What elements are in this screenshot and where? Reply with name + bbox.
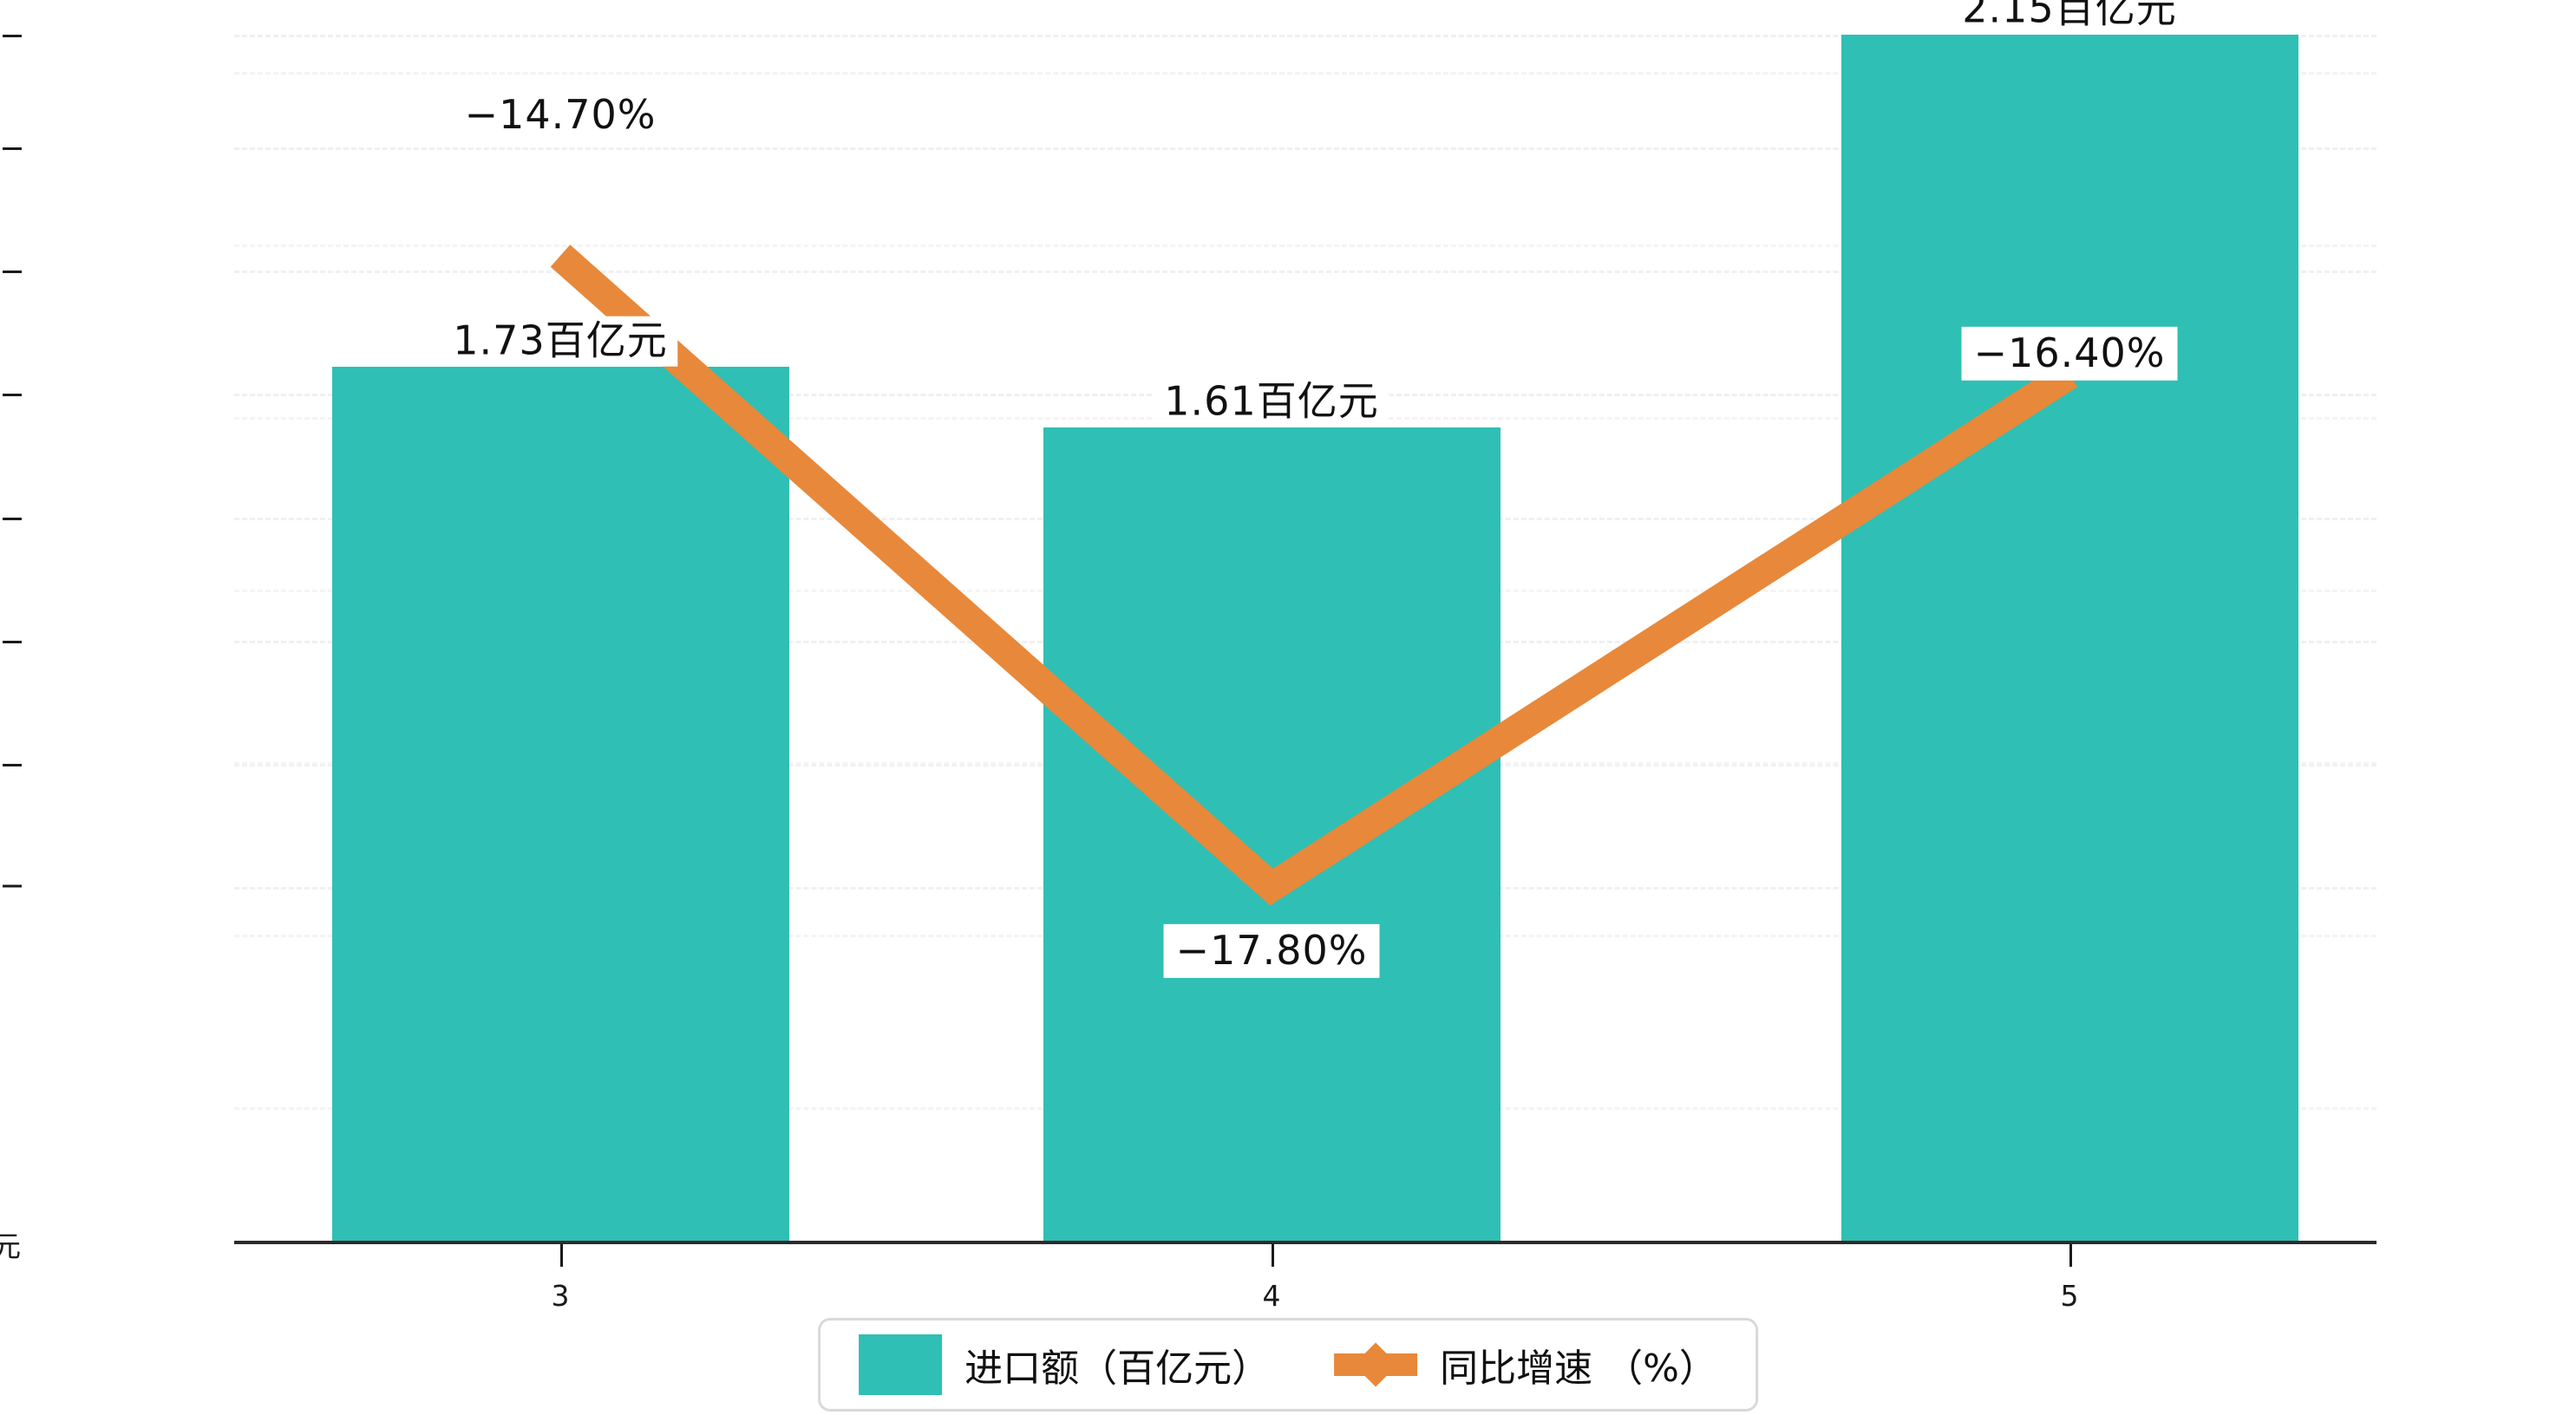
legend-bar-swatch-icon bbox=[859, 1334, 943, 1395]
growth-rate-polyline bbox=[550, 245, 2078, 906]
x-axis-tick-mark-5 bbox=[2069, 1244, 2072, 1267]
bar-value-label-3: 1.73百亿元 bbox=[442, 316, 678, 367]
y-axis-left-tick-1: 2.05百亿元 bbox=[0, 127, 22, 168]
y-axis-left-tick-3: 1.83百亿元 bbox=[0, 373, 22, 414]
legend-label-import-amount: 进口额（百亿元） bbox=[964, 1347, 1271, 1391]
tick-dash-icon bbox=[3, 394, 22, 396]
tick-dash-icon bbox=[3, 764, 22, 766]
bar-value-label-4: 1.61百亿元 bbox=[1154, 376, 1389, 427]
x-axis-tick-mark-3 bbox=[560, 1244, 563, 1267]
tick-dash-icon bbox=[3, 884, 22, 888]
y-axis-left-tick-5: 1.61百亿元 bbox=[0, 620, 22, 662]
y-axis-left-tick-0: 2.15百亿元 bbox=[0, 14, 22, 55]
tick-dash-icon bbox=[3, 518, 22, 520]
chart-legend: 进口额（百亿元） 同比增速 （%） bbox=[818, 1318, 1758, 1412]
tick-dash-icon bbox=[3, 641, 22, 643]
tick-dash-icon bbox=[3, 147, 22, 150]
y-axis-left-tick-2: 1.94百亿元 bbox=[0, 250, 22, 291]
gridline-left-0 bbox=[234, 35, 2377, 37]
plot-area: 1.73百亿元 1.61百亿元 2.15百亿元 −14.70% −17.80% … bbox=[0, 0, 2377, 1263]
bar-value-label-5: 2.15百亿元 bbox=[1952, 0, 2187, 35]
x-axis-tick-label-3: 3 bbox=[551, 1279, 570, 1313]
y-axis-left-tick-7: ········· bbox=[0, 871, 22, 904]
gridline-left-2 bbox=[234, 271, 2377, 273]
y-axis-left-tick-6: 1.5百亿元 bbox=[0, 743, 22, 785]
bar-category-5[interactable] bbox=[1841, 35, 2298, 1244]
gridline-left-1 bbox=[234, 147, 2377, 150]
x-axis-baseline bbox=[234, 1241, 2377, 1244]
bar-category-3[interactable] bbox=[332, 367, 789, 1244]
legend-label-growth-rate: 同比增速 （%） bbox=[1440, 1347, 1717, 1391]
y-axis-left-tick-4: 1.72百亿元 bbox=[0, 497, 22, 538]
x-axis: 3 4 5 bbox=[234, 1244, 2377, 1322]
line-value-label-3: −14.70% bbox=[452, 88, 669, 143]
x-axis-tick-label-4: 4 bbox=[1262, 1279, 1281, 1313]
line-value-label-5: −16.40% bbox=[1961, 326, 2178, 381]
bar-category-4[interactable] bbox=[1043, 427, 1500, 1244]
tick-dash-icon bbox=[3, 35, 22, 37]
gridline-right-1 bbox=[234, 245, 2377, 247]
legend-item-import-amount[interactable]: 进口额（百亿元） bbox=[859, 1334, 1270, 1395]
y-axis-left-tick-8: 0百亿元 bbox=[0, 1223, 22, 1265]
legend-line-swatch-icon bbox=[1334, 1334, 1418, 1395]
legend-item-growth-rate[interactable]: 同比增速 （%） bbox=[1334, 1334, 1717, 1395]
y-axis-left-tick-8-text: 0百亿元 bbox=[0, 1229, 22, 1263]
x-axis-tick-label-5: 5 bbox=[2060, 1279, 2079, 1313]
growth-rate-line bbox=[550, 245, 2078, 906]
gridline-right-0 bbox=[234, 72, 2377, 75]
x-axis-tick-mark-4 bbox=[1272, 1244, 1274, 1267]
legend-diamond-marker-icon bbox=[1353, 1342, 1398, 1387]
line-value-label-4: −17.80% bbox=[1163, 923, 1380, 979]
tick-dash-icon bbox=[3, 271, 22, 273]
